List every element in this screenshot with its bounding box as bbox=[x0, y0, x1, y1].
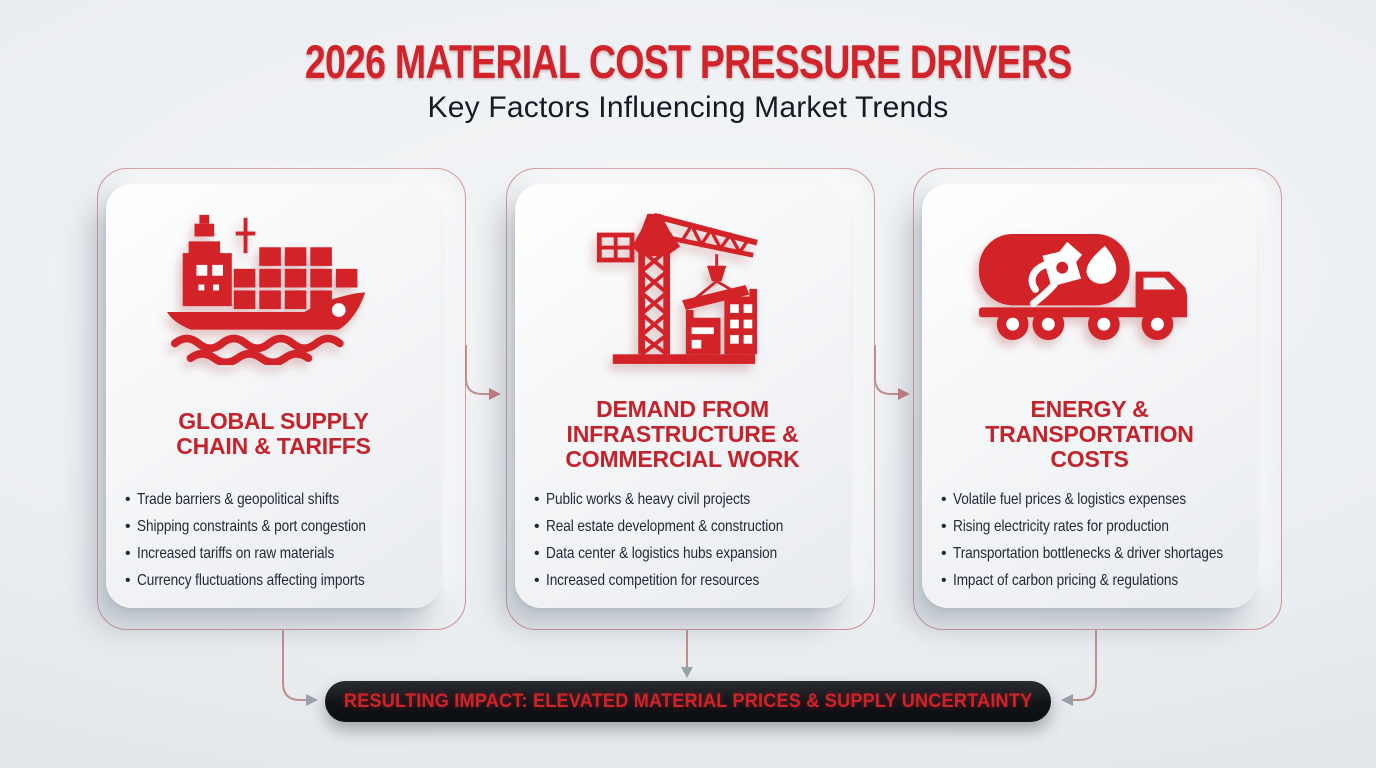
bullet-dot: • bbox=[125, 491, 131, 508]
arrow-card2-to-card3 bbox=[874, 345, 899, 395]
card-energy-transport: ENERGY & TRANSPORTATION COSTS • Volatile … bbox=[922, 184, 1257, 608]
bullet-item: • Public works & heavy civil projects bbox=[534, 486, 846, 513]
bullet-dot: • bbox=[534, 491, 540, 508]
card-title-line: DEMAND FROM bbox=[596, 395, 769, 422]
bullet-text: Currency fluctuations affecting imports bbox=[137, 572, 365, 589]
card-title-line: INFRASTRUCTURE & bbox=[566, 420, 799, 447]
bullet-item: • Increased competition for resources bbox=[534, 567, 846, 594]
arrow-card1-to-card2 bbox=[465, 345, 490, 395]
bullet-text: Real estate development & construction bbox=[546, 518, 784, 535]
bullet-dot: • bbox=[534, 545, 540, 562]
card-title-line: ENERGY & bbox=[1030, 395, 1149, 422]
card-title-line: COMMERCIAL WORK bbox=[565, 445, 800, 472]
card-supply-chain: GLOBAL SUPPLY CHAIN & TARIFFS • Trade bar… bbox=[106, 184, 441, 608]
bullet-dot: • bbox=[125, 545, 131, 562]
page-subtitle: Key Factors Influencing Market Trends bbox=[427, 91, 949, 124]
bullet-text: Increased competition for resources bbox=[546, 572, 760, 589]
bullet-item: • Trade barriers & geopolitical shifts bbox=[125, 486, 437, 513]
card-supply-chain-outline: GLOBAL SUPPLY CHAIN & TARIFFS • Trade bar… bbox=[97, 168, 466, 630]
impact-banner-text: RESULTING IMPACT: ELEVATED MATERIAL PRIC… bbox=[343, 690, 1033, 712]
bullet-text: Transportation bottlenecks & driver shor… bbox=[953, 545, 1224, 562]
bullet-item: • Increased tariffs on raw materials bbox=[125, 540, 437, 567]
bullet-text: Public works & heavy civil projects bbox=[546, 491, 751, 508]
bullet-text: Volatile fuel prices & logistics expense… bbox=[953, 491, 1187, 508]
card-title-line: GLOBAL SUPPLY bbox=[178, 408, 369, 434]
card-infrastructure-demand: DEMAND FROM INFRASTRUCTURE & COMMERCIAL … bbox=[515, 184, 850, 608]
bullet-item: • Currency fluctuations affecting imports bbox=[125, 567, 437, 594]
bullet-text: Shipping constraints & port congestion bbox=[137, 518, 366, 535]
bullet-text: Rising electricity rates for production bbox=[953, 518, 1169, 535]
cargo-ship-icon bbox=[166, 214, 365, 365]
card-title-line: COSTS bbox=[1050, 445, 1129, 472]
bullet-dot: • bbox=[534, 572, 540, 589]
header: 2026 MATERIAL COST PRESSURE DRIVERS Key … bbox=[0, 34, 1376, 125]
fuel-tanker-truck-icon bbox=[978, 233, 1188, 341]
arrow-card1-to-banner bbox=[282, 630, 307, 701]
bullet-dot: • bbox=[941, 491, 947, 508]
card-title-line: TRANSPORTATION bbox=[985, 420, 1194, 447]
card-infrastructure-demand-outline: DEMAND FROM INFRASTRUCTURE & COMMERCIAL … bbox=[506, 168, 875, 630]
bullet-item: • Transportation bottlenecks & driver sho… bbox=[941, 540, 1253, 567]
card-supply-chain-title: GLOBAL SUPPLY CHAIN & TARIFFS bbox=[106, 388, 441, 480]
card-infrastructure-title: DEMAND FROM INFRASTRUCTURE & COMMERCIAL … bbox=[515, 388, 850, 480]
bullet-text: Impact of carbon pricing & regulations bbox=[953, 572, 1179, 589]
bullet-dot: • bbox=[941, 572, 947, 589]
card-infrastructure-bullets: • Public works & heavy civil projects • Re… bbox=[515, 486, 850, 594]
construction-crane-icon bbox=[596, 212, 758, 364]
bullet-item: • Real estate development & construction bbox=[534, 513, 846, 540]
bullet-item: • Volatile fuel prices & logistics expens… bbox=[941, 486, 1253, 513]
card-energy-icon-zone bbox=[922, 184, 1257, 388]
bullet-text: Increased tariffs on raw materials bbox=[137, 545, 335, 562]
bullet-text: Trade barriers & geopolitical shifts bbox=[137, 491, 340, 508]
bullet-dot: • bbox=[534, 518, 540, 535]
card-title-line: CHAIN & TARIFFS bbox=[176, 433, 371, 459]
card-energy-bullets: • Volatile fuel prices & logistics expens… bbox=[922, 486, 1257, 594]
card-supply-chain-bullets: • Trade barriers & geopolitical shifts • S… bbox=[106, 486, 441, 594]
bullet-item: • Rising electricity rates for production bbox=[941, 513, 1253, 540]
page-title: 2026 MATERIAL COST PRESSURE DRIVERS bbox=[304, 35, 1072, 88]
impact-banner: RESULTING IMPACT: ELEVATED MATERIAL PRIC… bbox=[325, 681, 1051, 722]
arrow-card3-to-banner bbox=[1072, 630, 1097, 701]
card-supply-chain-icon-zone bbox=[106, 184, 441, 388]
card-energy-transport-outline: ENERGY & TRANSPORTATION COSTS • Volatile … bbox=[913, 168, 1282, 630]
bullet-item: • Data center & logistics hubs expansion bbox=[534, 540, 846, 567]
bullet-item: • Impact of carbon pricing & regulations bbox=[941, 567, 1253, 594]
bullet-text: Data center & logistics hubs expansion bbox=[546, 545, 778, 562]
bullet-dot: • bbox=[941, 545, 947, 562]
bullet-item: • Shipping constraints & port congestion bbox=[125, 513, 437, 540]
card-infrastructure-icon-zone bbox=[515, 184, 850, 388]
card-energy-title: ENERGY & TRANSPORTATION COSTS bbox=[922, 388, 1257, 480]
bullet-dot: • bbox=[125, 572, 131, 589]
bullet-dot: • bbox=[941, 518, 947, 535]
bullet-dot: • bbox=[125, 518, 131, 535]
